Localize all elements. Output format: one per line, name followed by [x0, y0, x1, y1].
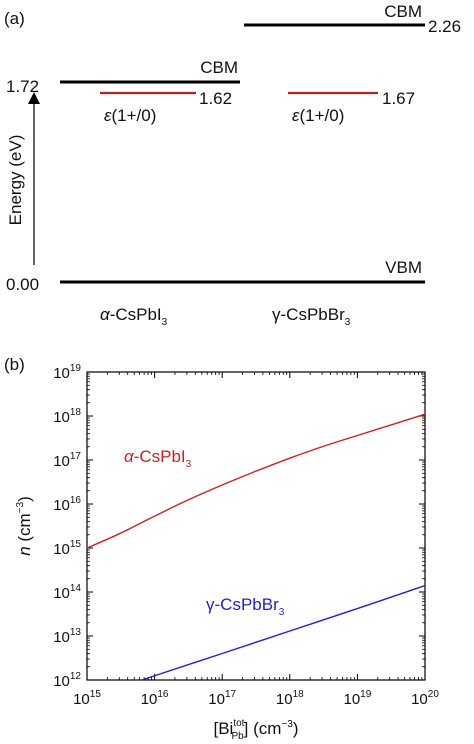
series-line-0	[86, 413, 426, 549]
y-tick-label: 1013	[53, 627, 81, 646]
y-tick-label: 1017	[53, 451, 81, 470]
y-tick-label: 1015	[53, 539, 81, 558]
level-value-gamma: 1.67	[382, 89, 415, 108]
x-axis-label: [Bitot Pb] (cm−3)	[213, 718, 298, 742]
material-name-alpha: α-CsPbI3	[100, 305, 168, 328]
y-axis-label: n (cm−3)	[15, 496, 34, 556]
x-tick-label: 1020	[411, 689, 439, 708]
level-value-alpha: 1.62	[199, 89, 232, 108]
cbm-label-alpha: CBM	[200, 58, 238, 77]
level-label-gamma: ε(1+/0)	[292, 106, 344, 125]
plot-frame	[86, 371, 426, 681]
material-name-gamma: γ-CsPbBr3	[272, 305, 351, 328]
x-tick-label: 1017	[208, 689, 236, 708]
energy-axis-label: Energy (eV)	[6, 135, 25, 226]
axis-ticks: 1015 1016 1017 1018 1019 1020 1012 1013 1014 1015…	[53, 363, 439, 708]
series-label-gamma: γ-CsPbBr3	[206, 595, 285, 618]
x-tick-label: 1016	[141, 689, 169, 708]
y-tick-1-72: 1.72	[6, 77, 39, 96]
series-line-1	[141, 584, 426, 681]
level-label-alpha: ε(1+/0)	[104, 106, 156, 125]
series-group	[86, 413, 426, 681]
y-tick-label: 1014	[53, 583, 81, 602]
y-tick-label: 1018	[53, 407, 81, 426]
y-tick-label: 1019	[53, 363, 81, 382]
energy-axis-arrow	[28, 92, 40, 104]
cbm-value-gamma: 2.26	[428, 17, 461, 36]
y-tick-label: 1016	[53, 495, 81, 514]
vbm-label: VBM	[385, 258, 422, 277]
y-tick-label: 1012	[53, 671, 81, 690]
series-label-alpha: α-CsPbI3	[124, 447, 192, 470]
x-tick-label: 1015	[73, 689, 101, 708]
panel-b-label: (b)	[4, 355, 25, 374]
y-tick-0-00: 0.00	[6, 275, 39, 294]
x-tick-label: 1018	[276, 689, 304, 708]
cbm-label-gamma: CBM	[384, 2, 422, 21]
x-tick-label: 1019	[343, 689, 371, 708]
panel-a-label: (a)	[4, 9, 25, 28]
